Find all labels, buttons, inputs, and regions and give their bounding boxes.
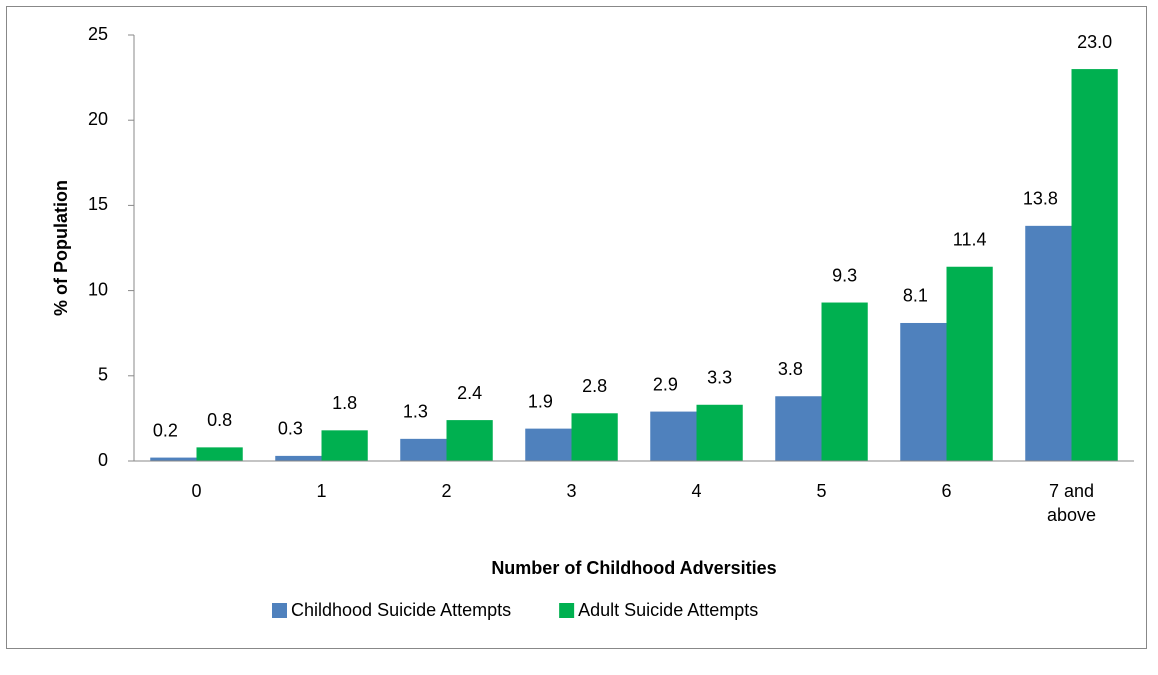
value-label: 0.8 [207, 410, 232, 430]
bar [446, 420, 493, 461]
value-label: 13.8 [1023, 189, 1058, 209]
x-tick-label: 3 [566, 481, 577, 501]
bar [946, 266, 993, 461]
bar [775, 396, 822, 461]
legend-label: Childhood Suicide Attempts [291, 600, 511, 620]
value-label: 1.8 [332, 393, 357, 413]
y-tick-label: 15 [88, 194, 108, 214]
value-label: 2.4 [457, 383, 482, 403]
bar [150, 457, 197, 461]
bar [196, 447, 243, 461]
x-tick-label: 2 [441, 481, 452, 501]
value-label: 0.2 [153, 420, 178, 440]
x-axis-title: Number of Childhood Adversities [491, 558, 776, 578]
y-axis-title: % of Population [51, 180, 71, 316]
value-label: 2.8 [582, 376, 607, 396]
x-tick-label: 4 [691, 481, 702, 501]
bar [275, 455, 322, 461]
value-label: 3.3 [707, 368, 732, 388]
legend-swatch [272, 603, 287, 618]
bar [821, 302, 868, 461]
bar [400, 438, 447, 461]
bar [321, 430, 368, 461]
x-tick-label: 0 [191, 481, 202, 501]
bar [696, 404, 743, 461]
value-label: 9.3 [832, 265, 857, 285]
value-label: 11.4 [953, 229, 987, 249]
bar [650, 411, 697, 461]
y-tick-label: 20 [88, 109, 108, 129]
bar [1071, 69, 1118, 461]
x-tick-label: 7 and above [1046, 481, 1097, 525]
y-tick-label: 0 [98, 450, 108, 470]
y-tick-label: 5 [98, 365, 108, 385]
bar [1025, 225, 1072, 461]
y-tick-label: 10 [88, 279, 108, 299]
bar [900, 322, 947, 461]
value-label: 3.8 [778, 359, 803, 379]
x-tick-label: 6 [941, 481, 952, 501]
value-label: 1.3 [403, 402, 428, 422]
bar [571, 413, 618, 461]
x-tick-label: 5 [816, 481, 827, 501]
y-tick-label: 25 [88, 24, 108, 44]
x-tick-label: 1 [316, 481, 327, 501]
value-label: 23.0 [1077, 32, 1112, 52]
value-label: 1.9 [528, 391, 553, 411]
legend-swatch [559, 603, 575, 618]
value-label: 8.1 [903, 286, 928, 306]
value-label: 2.9 [653, 374, 678, 394]
bar [525, 428, 572, 461]
legend-label: Adult Suicide Attempts [578, 600, 758, 620]
value-label: 0.3 [278, 419, 303, 439]
